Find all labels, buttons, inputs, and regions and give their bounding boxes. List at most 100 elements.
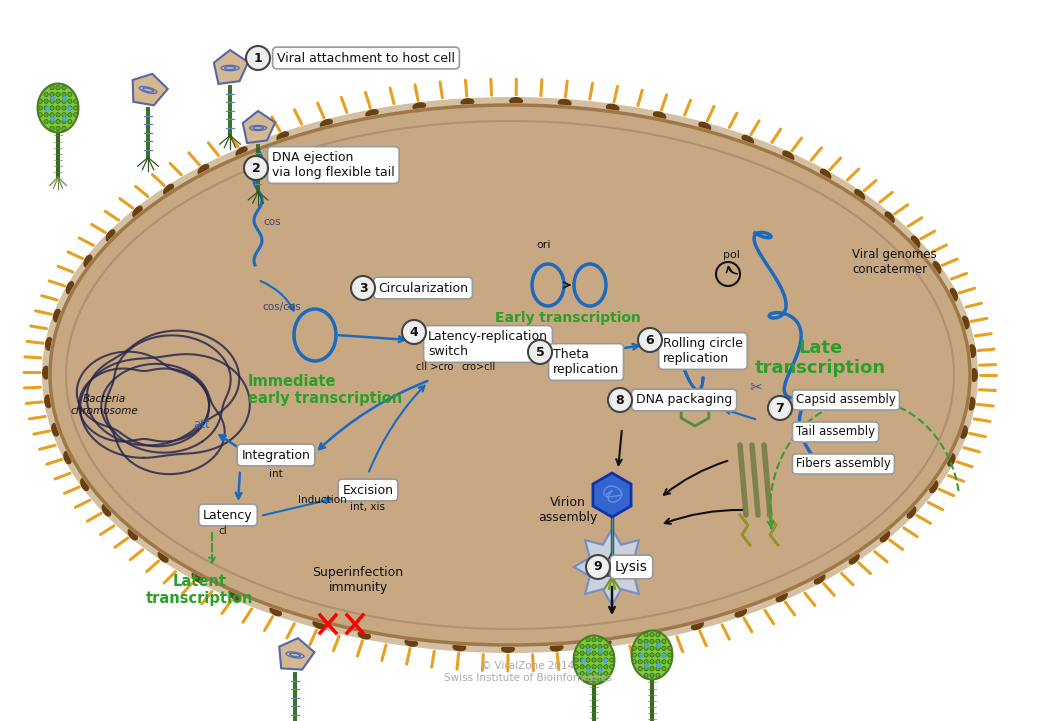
Circle shape [38,106,42,110]
Circle shape [668,660,672,664]
Circle shape [632,653,636,657]
Circle shape [246,46,270,70]
Circle shape [68,120,72,124]
Ellipse shape [949,288,958,301]
Circle shape [56,120,61,124]
Circle shape [244,156,268,180]
Circle shape [592,651,596,655]
Text: Fibers assembly: Fibers assembly [796,458,891,471]
Ellipse shape [84,255,93,267]
Ellipse shape [191,572,204,583]
Circle shape [768,396,792,420]
Ellipse shape [158,551,169,563]
Text: Latency: Latency [204,508,253,521]
Circle shape [62,99,66,103]
Ellipse shape [101,504,112,517]
Text: Excision: Excision [342,484,394,497]
Text: Immediate
early transcription: Immediate early transcription [248,373,402,406]
Ellipse shape [42,97,978,653]
Circle shape [580,645,585,648]
Polygon shape [214,50,248,84]
Text: cII >cro: cII >cro [416,362,453,372]
Ellipse shape [501,645,515,653]
Circle shape [656,632,660,637]
Ellipse shape [549,644,564,652]
Text: Latent
transcription: Latent transcription [146,574,254,606]
Circle shape [580,651,585,655]
Text: DNA ejection
via long flexible tail: DNA ejection via long flexible tail [272,151,395,179]
Text: Integration: Integration [241,448,310,461]
Circle shape [56,126,61,131]
Circle shape [592,645,596,648]
Circle shape [598,637,602,642]
Circle shape [592,671,596,676]
Ellipse shape [906,506,917,518]
Ellipse shape [53,309,62,322]
Circle shape [598,651,602,655]
Ellipse shape [691,621,704,630]
Circle shape [649,666,655,671]
Circle shape [592,637,596,642]
Ellipse shape [105,229,116,242]
Circle shape [656,653,660,657]
Circle shape [638,660,642,664]
Circle shape [50,120,54,124]
Text: Latency-replication
switch: Latency-replication switch [428,330,548,358]
Circle shape [649,660,655,664]
Ellipse shape [606,104,619,112]
Text: 4: 4 [409,325,419,338]
Circle shape [50,92,54,97]
Ellipse shape [880,531,891,543]
Text: Theta
replication: Theta replication [553,348,619,376]
Circle shape [656,673,660,678]
Circle shape [56,92,61,97]
Ellipse shape [814,573,826,585]
Ellipse shape [970,368,978,382]
Text: 2: 2 [252,162,260,174]
Text: cos: cos [263,217,281,227]
Text: Viral attachment to host cell: Viral attachment to host cell [277,51,455,64]
Ellipse shape [45,337,53,351]
Circle shape [586,678,590,683]
Ellipse shape [884,211,895,224]
Text: att: att [193,418,210,431]
Circle shape [656,666,660,671]
Circle shape [586,555,610,579]
Polygon shape [243,111,276,143]
Circle shape [74,106,78,110]
Circle shape [586,651,590,655]
Circle shape [44,106,48,110]
Text: Lysis: Lysis [615,560,648,574]
Circle shape [603,651,608,655]
Circle shape [44,99,48,103]
Circle shape [580,665,585,669]
Circle shape [38,99,42,103]
Ellipse shape [652,111,666,120]
Text: Superinfection
immunity: Superinfection immunity [312,566,404,594]
Ellipse shape [38,84,78,133]
Circle shape [610,658,614,662]
Circle shape [38,112,42,117]
Ellipse shape [968,344,976,358]
Ellipse shape [133,205,143,218]
Text: pol: pol [723,250,740,260]
Circle shape [44,112,48,117]
Circle shape [610,651,614,655]
Ellipse shape [269,606,282,616]
Circle shape [62,86,66,89]
Circle shape [62,120,66,124]
Text: cos/cos: cos/cos [262,302,301,312]
Ellipse shape [698,122,711,131]
Circle shape [656,646,660,650]
Circle shape [402,320,426,344]
Ellipse shape [127,528,138,541]
Text: Rolling circle
replication: Rolling circle replication [663,337,743,365]
Text: int: int [269,469,283,479]
Ellipse shape [598,639,612,647]
Circle shape [62,106,66,110]
Ellipse shape [412,102,426,110]
Text: cI: cI [218,526,227,536]
Circle shape [592,678,596,683]
Polygon shape [574,529,650,605]
Circle shape [610,665,614,669]
